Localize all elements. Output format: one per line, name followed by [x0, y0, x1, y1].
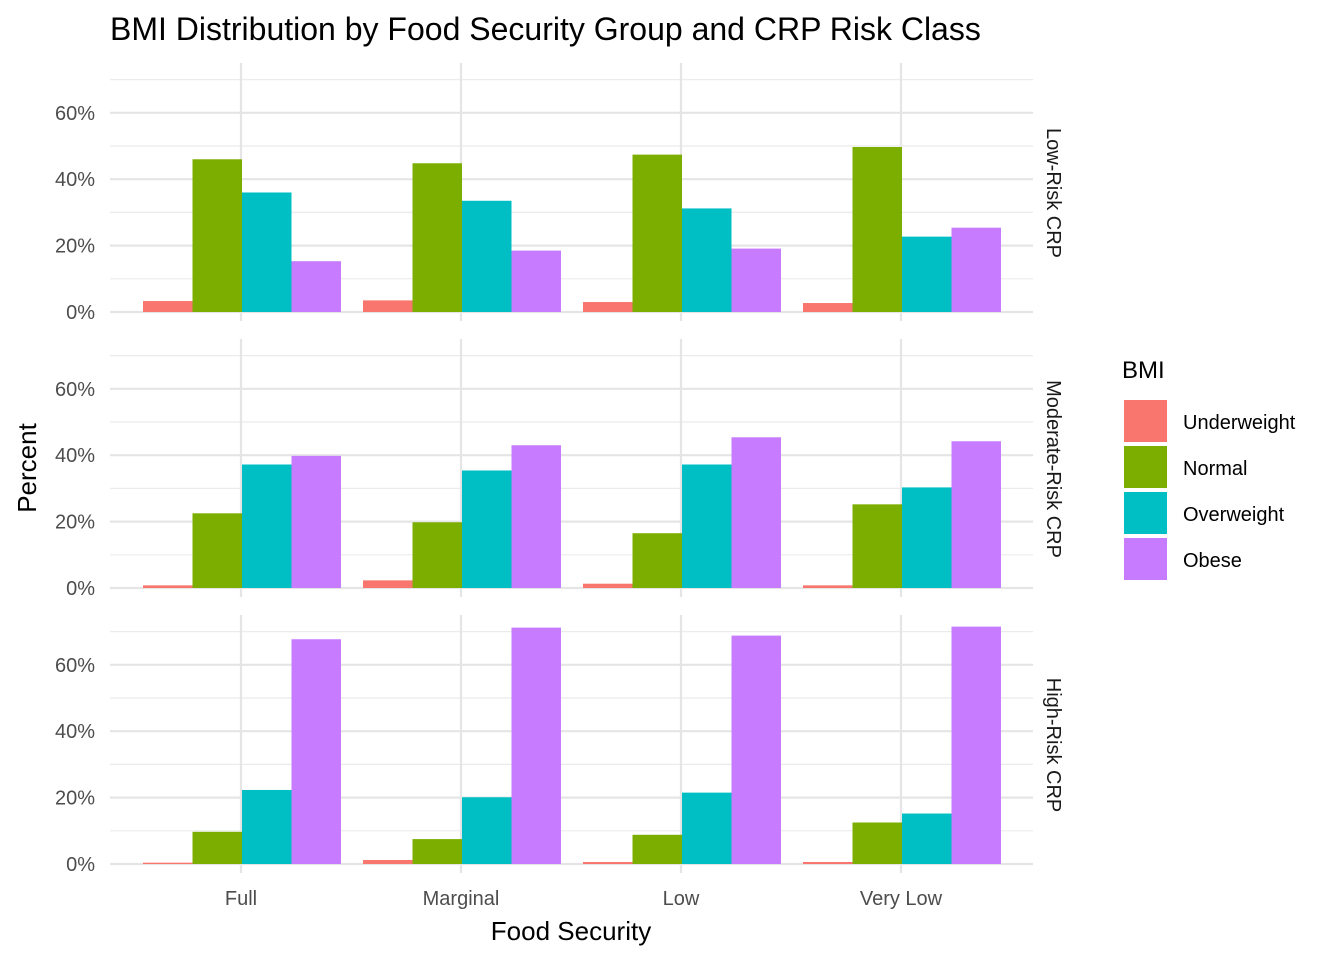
- facet-strip-label: High-Risk CRP: [1042, 678, 1064, 812]
- bar-underweight-low: [583, 302, 633, 312]
- bar-overweight-low: [682, 792, 732, 864]
- legend-key-obese: [1124, 538, 1167, 580]
- bar-underweight-marginal: [363, 580, 413, 588]
- y-tick-label: 40%: [55, 721, 95, 743]
- bar-normal-marginal: [412, 839, 462, 864]
- y-tick-label: 60%: [55, 103, 95, 125]
- x-tick-label: Marginal: [423, 888, 500, 910]
- bar-normal-full: [192, 831, 242, 864]
- bar-underweight-full: [143, 301, 193, 312]
- bar-normal-marginal: [412, 163, 462, 312]
- bar-obese-low: [731, 437, 781, 588]
- legend-key-normal: [1124, 446, 1167, 488]
- bar-obese-very-low: [951, 227, 1001, 312]
- x-tick-label: Low: [663, 888, 700, 910]
- x-axis-title: Food Security: [491, 916, 651, 946]
- facet-panel: 0% 20% 40% 60% Moderate-Risk CRP: [55, 339, 1064, 600]
- bar-overweight-marginal: [462, 200, 512, 312]
- x-tick-label: Very Low: [860, 888, 943, 910]
- bar-underweight-full: [143, 862, 193, 864]
- bar-underweight-very-low: [803, 862, 853, 864]
- bar-overweight-marginal: [462, 470, 512, 588]
- y-tick-label: 20%: [55, 788, 95, 810]
- y-tick-label: 40%: [55, 445, 95, 467]
- facet-strip-label: Moderate-Risk CRP: [1042, 380, 1064, 558]
- bar-underweight-marginal: [363, 300, 413, 312]
- bar-obese-full: [291, 455, 341, 588]
- bar-obese-marginal: [511, 627, 561, 864]
- bar-obese-full: [291, 261, 341, 312]
- bar-normal-very-low: [852, 822, 902, 864]
- y-tick-label: 20%: [55, 236, 95, 258]
- legend-label: Obese: [1183, 550, 1242, 572]
- facet-panel: 0% 20% 40% 60% High-Risk CRP: [55, 615, 1064, 876]
- bar-normal-low: [632, 533, 682, 588]
- bar-normal-low: [632, 834, 682, 864]
- y-tick-label: 60%: [55, 655, 95, 677]
- bar-overweight-full: [242, 464, 292, 588]
- y-tick-label: 0%: [66, 302, 95, 324]
- bar-underweight-marginal: [363, 860, 413, 864]
- y-tick-label: 0%: [66, 854, 95, 876]
- bar-normal-very-low: [852, 146, 902, 312]
- bar-overweight-low: [682, 208, 732, 312]
- chart-title: BMI Distribution by Food Security Group …: [110, 11, 981, 47]
- bar-underweight-low: [583, 862, 633, 864]
- bar-overweight-very-low: [902, 487, 952, 588]
- bar-obese-marginal: [511, 445, 561, 588]
- bar-overweight-full: [242, 789, 292, 864]
- legend-key-overweight: [1124, 492, 1167, 534]
- bar-underweight-very-low: [803, 585, 853, 588]
- bar-overweight-marginal: [462, 797, 512, 864]
- bar-obese-very-low: [951, 441, 1001, 588]
- y-tick-label: 20%: [55, 512, 95, 534]
- bar-normal-marginal: [412, 522, 462, 588]
- legend-label: Underweight: [1183, 412, 1296, 434]
- bar-obese-marginal: [511, 250, 561, 312]
- bar-normal-low: [632, 154, 682, 312]
- bar-normal-very-low: [852, 504, 902, 588]
- bar-overweight-very-low: [902, 813, 952, 864]
- bar-obese-low: [731, 248, 781, 312]
- bar-underweight-very-low: [803, 303, 853, 312]
- y-axis-title: Percent: [12, 422, 42, 512]
- legend: BMI Underweight Normal Overweight Obese: [1122, 357, 1296, 580]
- bar-overweight-low: [682, 464, 732, 588]
- bar-underweight-full: [143, 585, 193, 588]
- bar-obese-full: [291, 639, 341, 864]
- bar-obese-low: [731, 635, 781, 864]
- x-axis-ticks: Full Marginal Low Very Low: [225, 888, 943, 910]
- bar-normal-full: [192, 513, 242, 588]
- bar-underweight-low: [583, 583, 633, 588]
- legend-label: Normal: [1183, 458, 1247, 480]
- bar-overweight-very-low: [902, 236, 952, 312]
- y-tick-label: 0%: [66, 578, 95, 600]
- facet-strip-label: Low-Risk CRP: [1042, 128, 1064, 258]
- bar-obese-very-low: [951, 626, 1001, 864]
- facet-panel: 0% 20% 40% 60% Low-Risk CRP: [55, 63, 1064, 324]
- legend-label: Overweight: [1183, 504, 1285, 526]
- bar-overweight-full: [242, 192, 292, 312]
- x-tick-label: Full: [225, 888, 257, 910]
- chart-panels: 0% 20% 40% 60% Low-Risk CRP 0% 20% 40% 60% Modera…: [55, 63, 1064, 876]
- legend-key-underweight: [1124, 400, 1167, 442]
- y-tick-label: 40%: [55, 169, 95, 191]
- bar-normal-full: [192, 159, 242, 312]
- y-tick-label: 60%: [55, 379, 95, 401]
- legend-title: BMI: [1122, 357, 1165, 384]
